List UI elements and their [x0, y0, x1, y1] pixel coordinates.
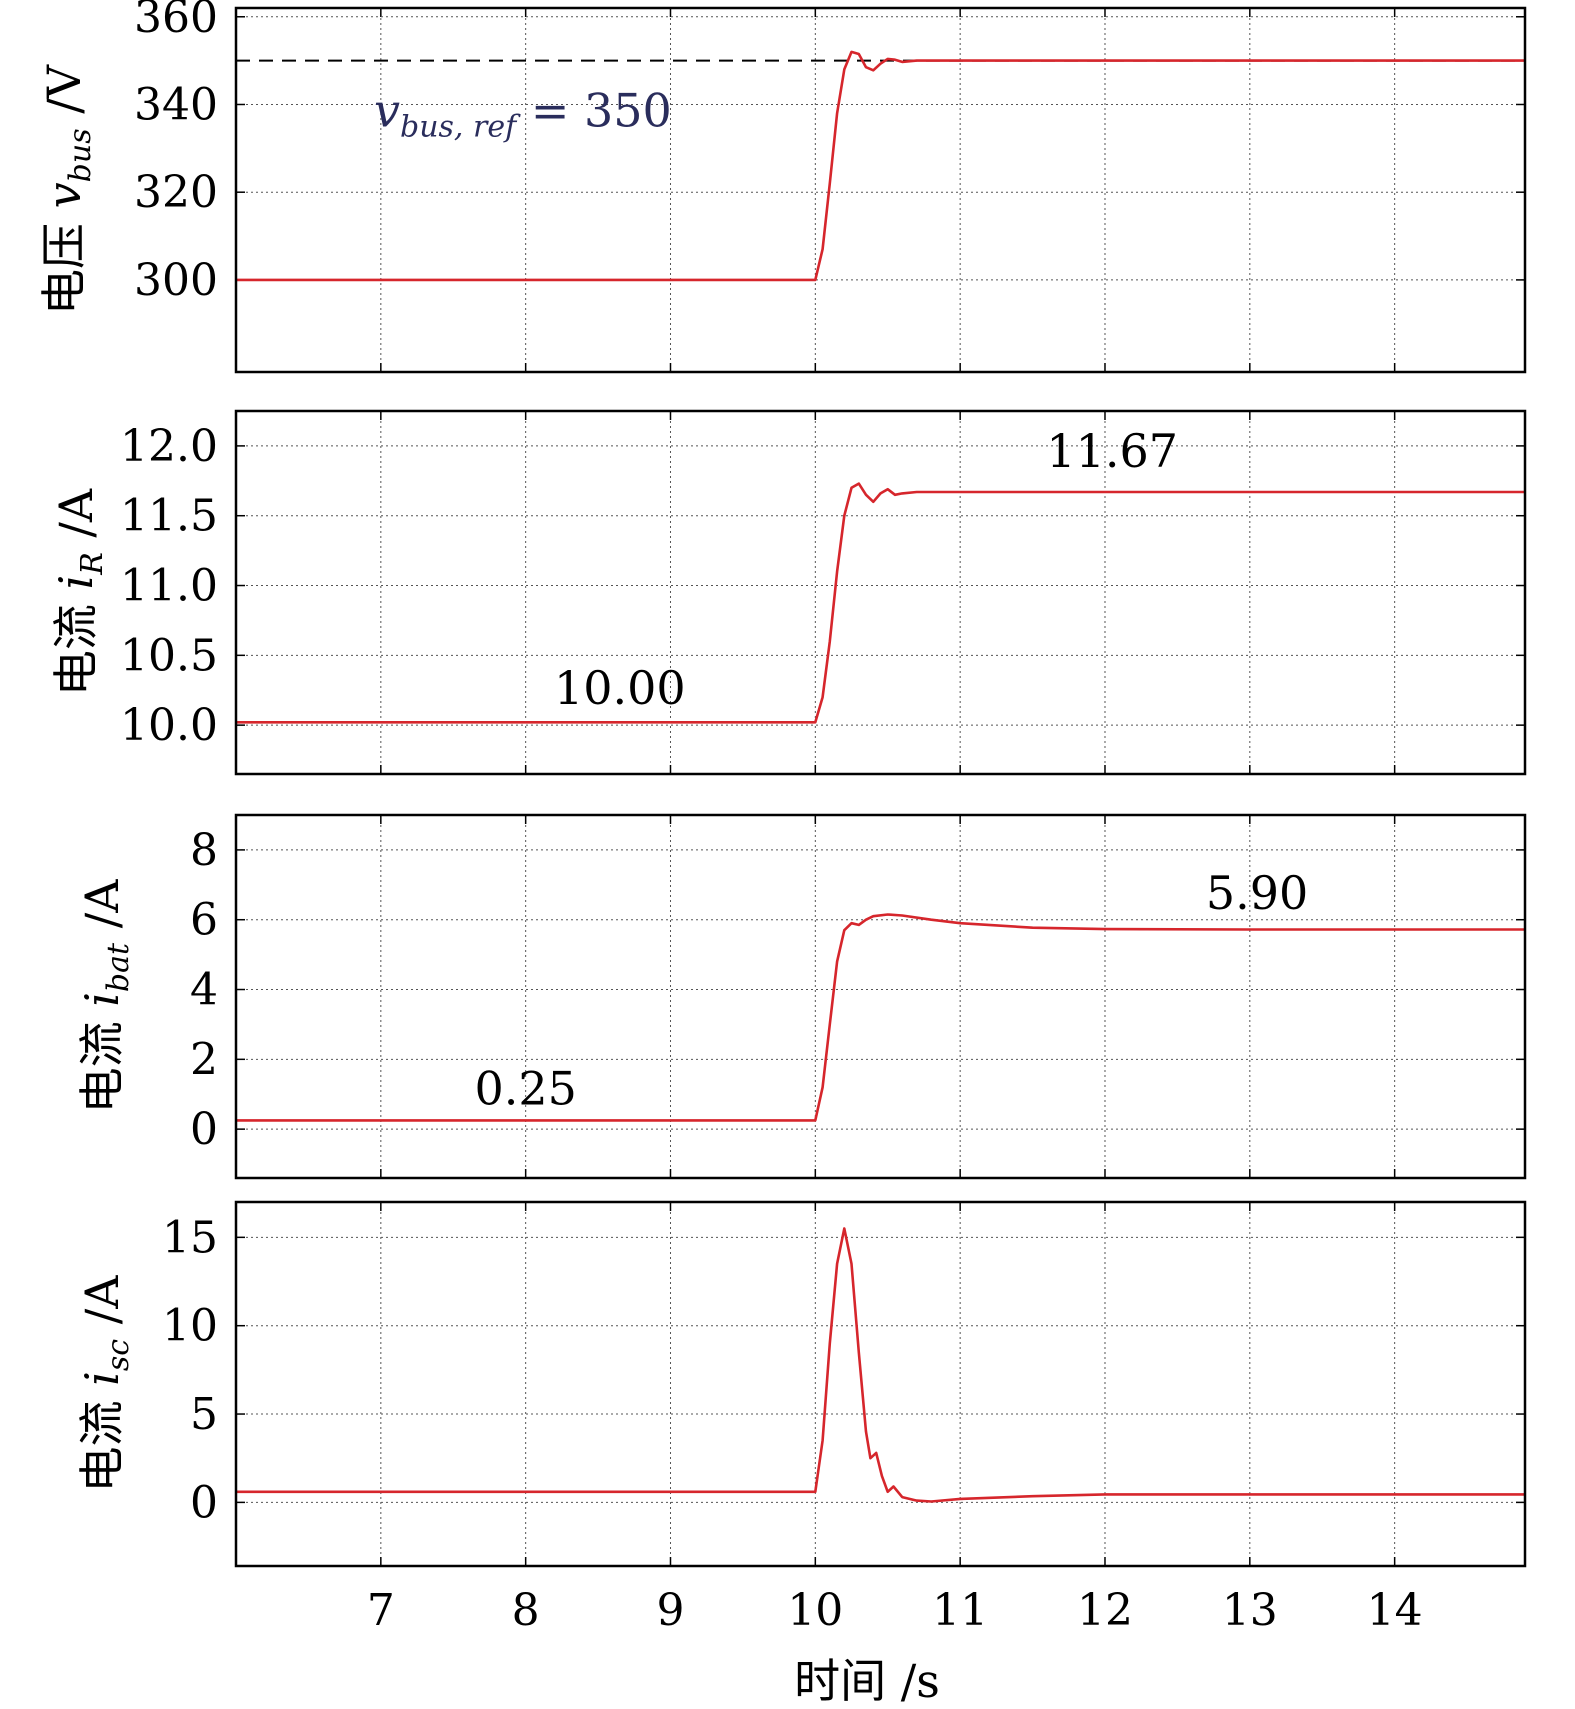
y-tick-label: 15: [162, 1212, 218, 1263]
value-annotation: 5.90: [1206, 866, 1308, 920]
plot-frame: [234, 6, 1527, 374]
data-series-line: [236, 1227, 1525, 1503]
y-axis-label: 电流 ibat /A: [75, 879, 136, 1114]
y-tick-label: 340: [134, 79, 218, 130]
data-series-line: [236, 50, 1525, 282]
y-tick-label: 12.0: [120, 421, 218, 472]
value-annotation: 10.00: [554, 661, 686, 715]
reference-label: vbus, ref = 350: [374, 84, 672, 145]
plot-frame: [234, 1200, 1527, 1568]
y-tick-label: 5: [190, 1389, 218, 1440]
panel-2: 10.0 10.5 11.0 11.5 12.0 10.00 11.67 电流 iR /A: [49, 409, 1527, 776]
y-tick-label: 2: [190, 1034, 218, 1085]
y-tick-label: 4: [190, 965, 218, 1016]
y-tick-label: 320: [134, 167, 218, 218]
value-annotation: 0.25: [474, 1062, 576, 1116]
y-tick-label: 10.5: [120, 630, 218, 681]
x-tick-label: 14: [1367, 1585, 1423, 1636]
panels: 300 320 340 360 vbus, ref = 350 电压 vbus /V 10.…: [37, 0, 1527, 1636]
y-tick-label: 360: [134, 0, 218, 43]
panel-1: 300 320 340 360 vbus, ref = 350 电压 vbus /V: [37, 0, 1527, 374]
value-annotation: 11.67: [1046, 424, 1178, 478]
plot-frame: [234, 409, 1527, 776]
panel-4: 0 5 10 15 电流 isc /A: [75, 1200, 1527, 1568]
x-tick-label: 11: [932, 1585, 988, 1636]
x-axis-label: 时间 /s: [794, 1654, 940, 1708]
x-tick-label: 13: [1222, 1585, 1278, 1636]
data-series-line: [236, 913, 1525, 1122]
y-tick-label: 10.0: [120, 700, 218, 751]
panel-3: 0 2 4 6 8 0.25 5.90 电流 ibat /A: [75, 813, 1527, 1180]
y-tick-label: 0: [190, 1104, 218, 1155]
y-tick-label: 10: [162, 1301, 218, 1352]
y-axis-label: 电压 vbus /V: [37, 64, 98, 315]
y-tick-label: 6: [190, 895, 218, 946]
y-tick-label: 8: [190, 825, 218, 876]
x-tick-label: 9: [656, 1585, 684, 1636]
y-axis-label: 电流 iR /A: [49, 488, 110, 696]
x-tick-label: 7: [367, 1585, 395, 1636]
x-tick-label: 10: [787, 1585, 843, 1636]
y-axis-label: 电流 isc /A: [75, 1275, 136, 1493]
x-tick-label: 8: [512, 1585, 540, 1636]
x-tick-label: 12: [1077, 1585, 1133, 1636]
y-tick-label: 300: [134, 255, 218, 306]
y-tick-label: 11.0: [120, 561, 218, 612]
plot-frame: [234, 813, 1527, 1180]
y-tick-label: 11.5: [120, 491, 218, 542]
y-tick-label: 0: [190, 1477, 218, 1528]
data-series-line: [236, 482, 1525, 724]
